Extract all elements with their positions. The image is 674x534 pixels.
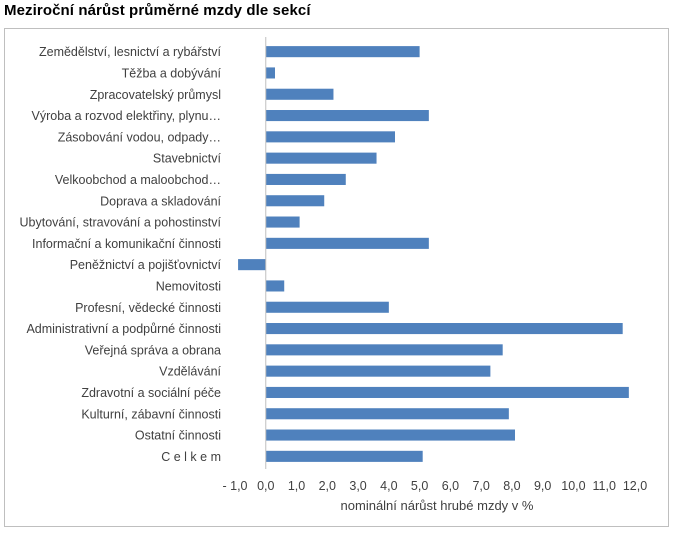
- bar: [265, 280, 285, 292]
- category-label: Informační a komunikační činnosti: [32, 237, 221, 251]
- category-label: Zemědělství, lesnictví a rybářství: [39, 45, 222, 59]
- tick-label: 2,0: [319, 479, 336, 493]
- bar: [265, 216, 300, 228]
- category-label: Těžba a dobývání: [122, 66, 222, 80]
- bar: [265, 173, 346, 185]
- category-label: Kulturní, zábavní činnosti: [81, 407, 221, 421]
- category-label: Peněžnictví a pojišťovnictví: [70, 258, 222, 272]
- tick-label: 6,0: [442, 479, 459, 493]
- category-label: C e l k e m: [161, 450, 221, 464]
- category-label: Administrativní a podpůrné činnosti: [26, 322, 221, 336]
- bar: [265, 110, 429, 122]
- bar: [265, 450, 423, 462]
- bar: [265, 323, 623, 335]
- bar: [265, 152, 377, 164]
- category-label: Ubytování, stravování a pohostinství: [20, 216, 222, 230]
- bar: [265, 46, 420, 58]
- category-label: Nemovitosti: [156, 279, 221, 293]
- category-label: Doprava a skladování: [100, 194, 221, 208]
- category-label: Zdravotní a sociální péče: [81, 386, 221, 400]
- bar: [238, 259, 266, 271]
- tick-label: 7,0: [472, 479, 489, 493]
- bar: [265, 131, 395, 143]
- category-label: Výroba a rozvod elektřiny, plynu…: [32, 109, 221, 123]
- bar-chart: Zemědělství, lesnictví a rybářství Těžba …: [20, 37, 647, 513]
- value-tick-labels: - 1,0 0,0 1,0 2,0 3,0 4,0 5,0 6,0 7,0 8,0 9,0 10,0 1…: [222, 479, 647, 493]
- category-labels: Zemědělství, lesnictví a rybářství Těžba …: [20, 45, 222, 464]
- tick-label: 5,0: [411, 479, 428, 493]
- chart-area: Zemědělství, lesnictví a rybářství Těžba …: [4, 28, 669, 527]
- bar: [265, 408, 509, 420]
- category-label: Vzdělávání: [159, 365, 221, 379]
- tick-label: 1,0: [288, 479, 305, 493]
- bar: [265, 237, 429, 249]
- bar: [265, 344, 503, 356]
- bar: [265, 429, 515, 441]
- tick-label: 12,0: [623, 479, 647, 493]
- bar: [265, 88, 334, 100]
- category-label: Stavebnictví: [153, 152, 222, 166]
- tick-label: 10,0: [561, 479, 585, 493]
- tick-label: 9,0: [534, 479, 551, 493]
- bar: [265, 365, 491, 377]
- tick-label: 3,0: [349, 479, 366, 493]
- x-axis-title: nominální nárůst hrubé mzdy v %: [341, 498, 534, 513]
- category-label: Zásobování vodou, odpady…: [58, 130, 221, 144]
- bars: [238, 46, 629, 462]
- tick-label: 0,0: [257, 479, 274, 493]
- tick-label: 11,0: [593, 479, 616, 493]
- bar: [265, 195, 325, 207]
- bar: [265, 301, 389, 313]
- category-label: Zpracovatelský průmysl: [90, 88, 221, 102]
- category-label: Velkoobchod a maloobchod…: [55, 173, 221, 187]
- tick-label: - 1,0: [222, 479, 247, 493]
- category-label: Veřejná správa a obrana: [85, 343, 221, 357]
- bar: [265, 67, 275, 79]
- tick-label: 4,0: [380, 479, 397, 493]
- tick-label: 8,0: [503, 479, 520, 493]
- bar: [265, 386, 629, 398]
- category-label: Profesní, vědecké činnosti: [75, 301, 221, 315]
- page-title: Meziroční nárůst průměrné mzdy dle sekcí: [4, 2, 311, 19]
- category-label: Ostatní činnosti: [135, 429, 221, 443]
